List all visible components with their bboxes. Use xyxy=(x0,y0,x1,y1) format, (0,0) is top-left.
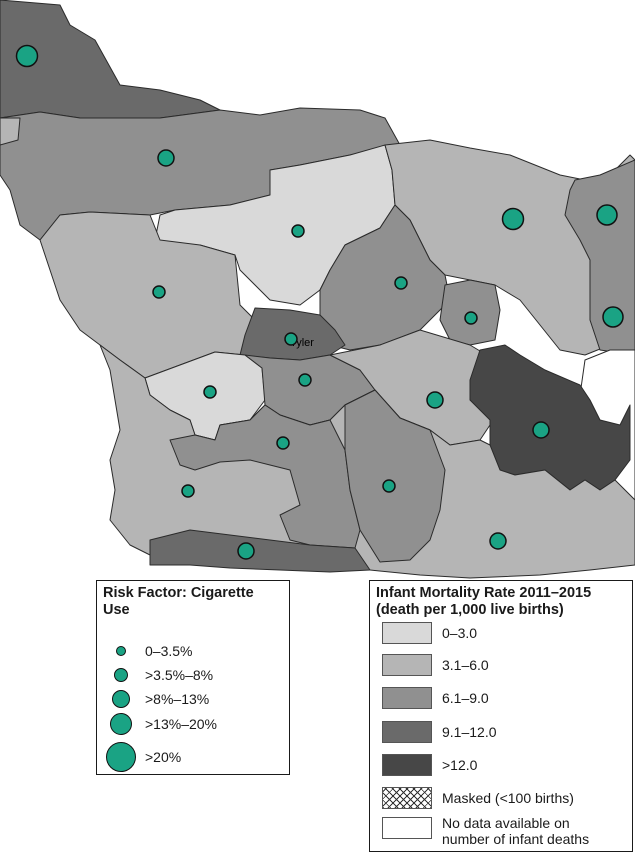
risk-marker xyxy=(394,276,408,290)
risk-marker xyxy=(157,149,175,167)
risk-marker xyxy=(291,224,305,238)
rate-swatch xyxy=(382,687,432,709)
county-map: Tyler xyxy=(0,0,635,579)
rate-legend-label: >12.0 xyxy=(442,757,478,773)
risk-marker xyxy=(284,332,298,346)
risk-legend-label: 0–3.5% xyxy=(145,643,193,659)
risk-legend-label: >8%–13% xyxy=(145,691,210,707)
rate-legend-label: 9.1–12.0 xyxy=(442,724,497,740)
risk-legend-item: >13%–20% xyxy=(97,713,289,740)
rate-swatch-nodata xyxy=(382,817,432,839)
risk-marker xyxy=(532,421,550,439)
risk-marker xyxy=(602,306,624,328)
risk-dot-icon xyxy=(106,742,136,772)
rate-legend-label-line2: number of infant deaths xyxy=(442,831,590,847)
rate-legend-label: 0–3.0 xyxy=(442,625,478,641)
risk-marker xyxy=(181,484,195,498)
risk-legend-label: >3.5%–8% xyxy=(145,667,214,683)
rate-legend-title-line2: (death per 1,000 live births) xyxy=(376,602,564,618)
risk-marker xyxy=(152,285,166,299)
infant-mortality-legend: Infant Mortality Rate 2011–2015 (death p… xyxy=(369,580,633,852)
risk-marker xyxy=(237,542,255,560)
risk-markers xyxy=(15,44,624,560)
region-south-dark xyxy=(149,529,371,573)
risk-factor-legend: Risk Factor: Cigarette Use 0–3.5% >3.5%–… xyxy=(96,580,290,775)
risk-marker xyxy=(489,532,507,550)
region-east-strip xyxy=(564,159,635,356)
risk-marker xyxy=(276,436,290,450)
risk-marker xyxy=(426,391,444,409)
rate-legend-label-line1: No data available on xyxy=(442,815,570,831)
rate-swatch xyxy=(382,654,432,676)
region-south-ec xyxy=(344,389,446,563)
rate-swatch xyxy=(382,754,432,776)
risk-legend-title: Risk Factor: Cigarette Use xyxy=(103,585,254,618)
risk-marker xyxy=(298,373,312,387)
risk-marker xyxy=(596,204,618,226)
rate-legend-title: Infant Mortality Rate 2011–2015 (death p… xyxy=(370,581,632,619)
risk-marker xyxy=(501,207,525,231)
risk-marker xyxy=(15,44,39,68)
risk-legend-item: 0–3.5% xyxy=(97,641,289,667)
rate-legend-label: No data available on number of infant de… xyxy=(442,815,589,847)
risk-legend-item: >3.5%–8% xyxy=(97,665,289,691)
risk-marker xyxy=(464,311,478,325)
risk-dot-icon xyxy=(116,646,126,656)
risk-marker xyxy=(203,385,217,399)
region-north-strip xyxy=(0,117,21,146)
rate-legend-label: Masked (<100 births) xyxy=(442,790,574,806)
risk-legend-item: >8%–13% xyxy=(97,689,289,715)
rate-legend-title-line1: Infant Mortality Rate 2011–2015 xyxy=(376,585,592,601)
region-south-cw xyxy=(169,404,361,549)
rate-swatch-masked xyxy=(382,787,432,809)
risk-marker xyxy=(382,479,396,493)
risk-dot-icon xyxy=(114,668,128,682)
risk-legend-label: >20% xyxy=(145,749,182,765)
risk-legend-label: >13%–20% xyxy=(145,716,218,732)
risk-dot-icon xyxy=(112,690,130,708)
rate-swatch xyxy=(382,622,432,644)
rate-swatch xyxy=(382,721,432,743)
rate-legend-label: 3.1–6.0 xyxy=(442,657,489,673)
risk-dot-icon xyxy=(110,713,132,735)
risk-legend-item: >20% xyxy=(97,742,289,773)
rate-legend-label: 6.1–9.0 xyxy=(442,690,489,706)
